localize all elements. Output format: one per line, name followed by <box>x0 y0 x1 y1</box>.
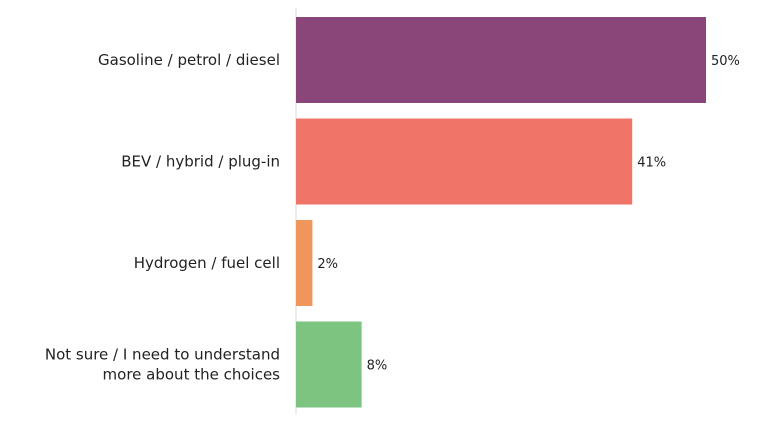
value-label-gasoline-petrol-diesel: 50% <box>711 54 740 69</box>
category-label-not-sure-i-need-to-understand-more-about-the-choices: Not sure / I need to understand more abou… <box>45 346 280 384</box>
bars-group <box>296 17 706 408</box>
category-label-line: BEV / hybrid / plug-in <box>121 153 280 171</box>
value-label-bev-hybrid-plug-in: 41% <box>637 156 666 171</box>
bar-not-sure-i-need-to-understand-more-about-the-choices <box>296 321 362 408</box>
bar-hydrogen-fuel-cell <box>296 220 313 306</box>
category-label-gasoline-petrol-diesel: Gasoline / petrol / diesel <box>98 51 280 69</box>
category-label-line: more about the choices <box>103 366 281 384</box>
bar-gasoline-petrol-diesel <box>296 17 706 103</box>
value-labels-group: 50% 41% 2% 8% <box>317 54 740 374</box>
bar-bev-hybrid-plug-in <box>296 118 633 205</box>
category-label-line: Hydrogen / fuel cell <box>134 254 280 272</box>
category-label-hydrogen-fuel-cell: Hydrogen / fuel cell <box>134 254 280 272</box>
category-label-line: Not sure / I need to understand <box>45 346 280 364</box>
value-label-not-sure-i-need-to-understand-more-about-the-choices: 8% <box>367 359 388 374</box>
category-label-line: Gasoline / petrol / diesel <box>98 51 280 69</box>
category-labels-group: Gasoline / petrol / diesel BEV / hybrid /… <box>45 51 280 384</box>
category-label-bev-hybrid-plug-in: BEV / hybrid / plug-in <box>121 153 280 171</box>
value-label-hydrogen-fuel-cell: 2% <box>317 257 338 272</box>
